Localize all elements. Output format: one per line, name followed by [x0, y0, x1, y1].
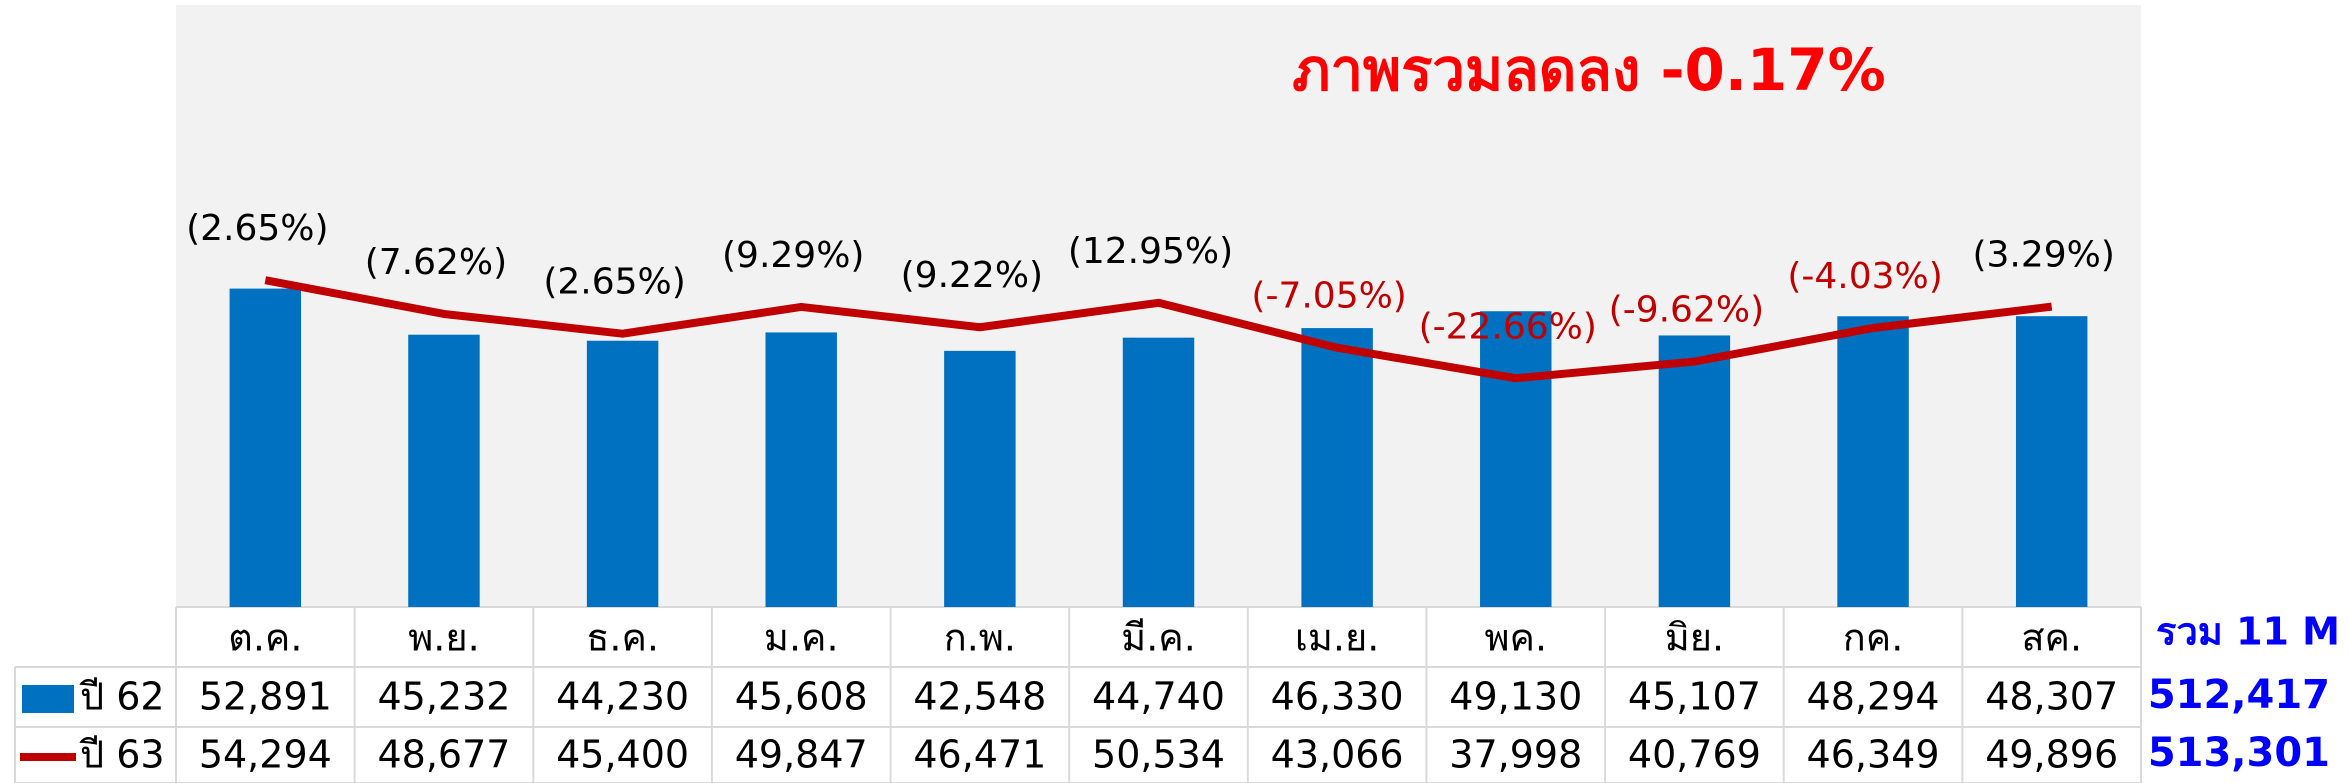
table-value: 54,294 [199, 733, 332, 777]
total-value: 512,417 [2148, 672, 2330, 718]
growth-label: (-22.66%) [1419, 306, 1597, 347]
table-value: 43,066 [1271, 733, 1404, 777]
total-value: 513,301 [2148, 730, 2330, 776]
growth-label: (3.29%) [1972, 235, 2114, 276]
chart-title: ภาพรวมลดลง -0.17% [1292, 36, 1886, 104]
bar [1480, 311, 1552, 607]
x-tick-label: มิย. [1665, 616, 1724, 660]
growth-label: (-4.03%) [1787, 256, 1942, 297]
bar [1837, 316, 1909, 607]
x-tick-label: สค. [2021, 616, 2082, 660]
growth-label: (2.65%) [543, 262, 685, 303]
table-value: 49,130 [1449, 675, 1582, 719]
growth-label: (2.65%) [186, 208, 328, 249]
table-value: 42,548 [913, 675, 1046, 719]
total-header: รวม 11 M [2156, 610, 2340, 654]
table-value: 50,534 [1092, 733, 1225, 777]
table-value: 45,400 [556, 733, 689, 777]
legend-label: ปี 62 [79, 675, 164, 719]
legend-swatch [22, 685, 74, 713]
bar [229, 288, 302, 607]
table-value: 49,896 [1985, 733, 2118, 777]
table-value: 45,608 [735, 675, 868, 719]
line [264, 276, 2053, 383]
x-tick-label: กค. [1843, 616, 1904, 660]
table-value: 40,769 [1628, 733, 1761, 777]
table-value: 44,230 [556, 675, 689, 719]
table-value: 46,471 [913, 733, 1046, 777]
table-value: 48,294 [1807, 675, 1940, 719]
bar [1301, 328, 1373, 607]
growth-label: (9.29%) [722, 235, 864, 276]
bar [586, 340, 659, 607]
growth-label: (12.95%) [1068, 231, 1233, 272]
x-tick-label: พ.ย. [408, 616, 479, 660]
x-tick-label: มี.ค. [1121, 616, 1196, 660]
bar [2015, 316, 2088, 607]
table-value: 44,740 [1092, 675, 1225, 719]
growth-label: (-7.05%) [1251, 276, 1406, 317]
table-value: 49,847 [735, 733, 868, 777]
x-tick-label: ต.ค. [228, 616, 302, 660]
table-value: 45,107 [1628, 675, 1761, 719]
growth-label: (-9.62%) [1609, 290, 1764, 331]
table-value: 46,330 [1271, 675, 1404, 719]
x-tick-label: ม.ค. [764, 616, 839, 660]
table-value: 45,232 [377, 675, 510, 719]
table-value: 48,307 [1985, 675, 2118, 719]
bar [1122, 337, 1195, 607]
table-value: 37,998 [1449, 733, 1582, 777]
table-body [15, 667, 2141, 783]
bar [408, 334, 480, 607]
x-tick-label: ก.พ. [944, 616, 1016, 660]
bar [1658, 335, 1731, 607]
x-tick-label: ธ.ค. [586, 616, 659, 660]
bar [944, 350, 1016, 607]
growth-label: (7.62%) [365, 242, 507, 283]
table-value: 52,891 [199, 675, 332, 719]
growth-label: (9.22%) [901, 255, 1043, 296]
table-value: 46,349 [1807, 733, 1940, 777]
x-tick-label: เม.ย. [1295, 616, 1379, 660]
legend-label: ปี 63 [79, 733, 164, 777]
bar [765, 332, 837, 607]
table-value: 48,677 [377, 733, 510, 777]
x-tick-label: พค. [1484, 616, 1547, 660]
